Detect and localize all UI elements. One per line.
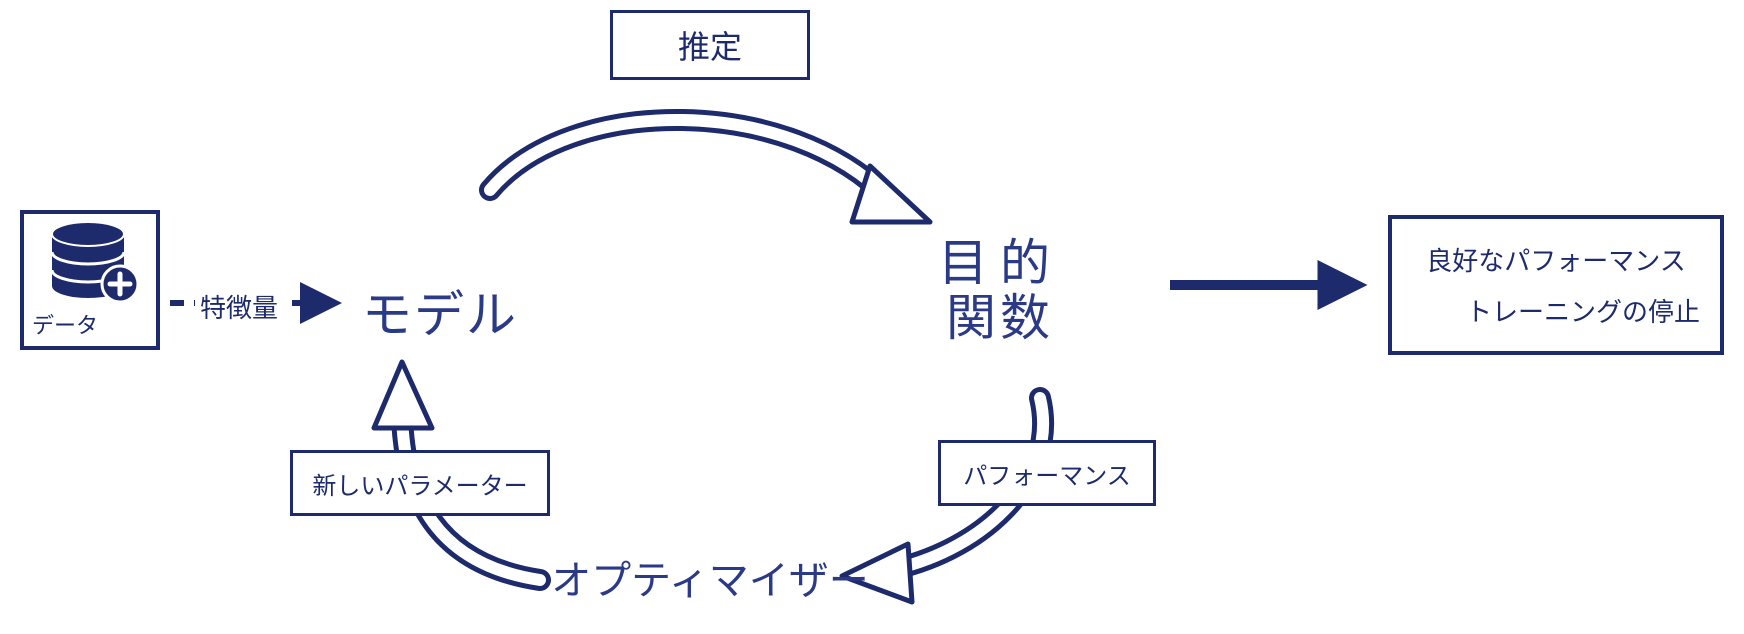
- node-data: データ: [20, 210, 160, 350]
- label-new-params: 新しいパラメーター: [290, 450, 550, 516]
- label-features-text: 特徴量: [200, 293, 278, 323]
- node-output: 良好なパフォーマンス トレーニングの停止: [1388, 215, 1724, 355]
- label-features: 特徴量: [200, 288, 278, 325]
- node-output-line1: 良好なパフォーマンス: [1426, 241, 1685, 278]
- node-data-label: データ: [32, 308, 98, 340]
- node-model: モデル: [350, 275, 530, 347]
- node-output-line2: トレーニングの停止: [1466, 292, 1710, 329]
- arrow-model-to-objective: [490, 120, 930, 222]
- node-optimizer: オプティマイザー: [540, 548, 880, 606]
- node-optimizer-label: オプティマイザー: [551, 559, 869, 603]
- node-objective-line2: 関数: [946, 290, 1054, 346]
- node-model-label: モデル: [362, 287, 518, 343]
- label-estimate-text: 推定: [678, 22, 742, 68]
- node-objective-line1: 目的: [938, 235, 1062, 291]
- label-estimate: 推定: [610, 10, 810, 80]
- label-performance-text: パフォーマンス: [963, 456, 1131, 491]
- label-performance: パフォーマンス: [938, 440, 1156, 506]
- label-new-params-text: 新しいパラメーター: [312, 466, 527, 501]
- node-objective: 目的 関数: [870, 236, 1130, 346]
